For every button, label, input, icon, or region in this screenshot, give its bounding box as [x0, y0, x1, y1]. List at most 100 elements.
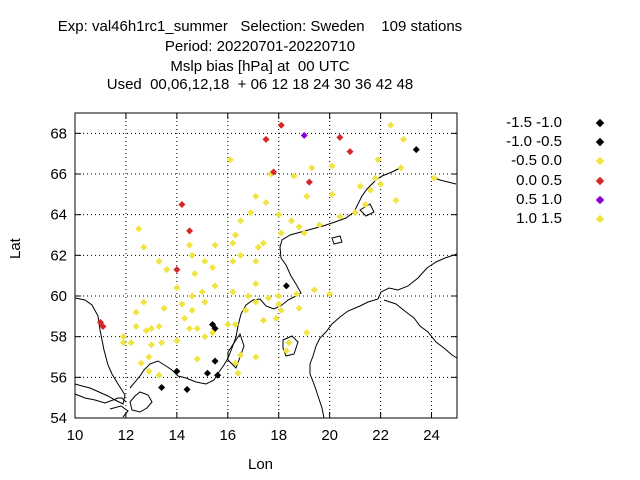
- station-point: [377, 180, 385, 188]
- station-point: [155, 371, 163, 379]
- x-tick-label: 14: [169, 427, 186, 444]
- legend-item: 0.0 0.5: [470, 172, 620, 191]
- station-point: [229, 288, 237, 296]
- station-point: [275, 211, 283, 219]
- station-point: [224, 320, 232, 328]
- station-point: [209, 329, 217, 337]
- station-point: [272, 314, 280, 322]
- legend-item: 0.5 1.0: [470, 191, 620, 210]
- station-point: [361, 201, 369, 208]
- station-point: [99, 323, 107, 330]
- station-point: [372, 174, 380, 182]
- station-point: [140, 298, 148, 306]
- station-point: [183, 386, 191, 394]
- legend-label: -0.5 0.0: [511, 152, 562, 170]
- station-point: [237, 351, 245, 359]
- station-point: [387, 121, 395, 129]
- station-point: [186, 325, 194, 333]
- station-point: [203, 369, 211, 377]
- legend-label: 0.5 1.0: [516, 190, 562, 208]
- station-point: [270, 168, 278, 176]
- station-point: [214, 371, 222, 379]
- station-point: [326, 290, 334, 298]
- axis-ticks: [74, 113, 457, 419]
- station-point: [305, 178, 313, 186]
- station-point: [247, 209, 255, 217]
- station-point: [237, 217, 245, 225]
- station-point: [277, 306, 285, 314]
- station-point: [231, 359, 239, 367]
- station-point: [412, 146, 420, 154]
- station-point: [346, 148, 354, 156]
- station-point: [303, 192, 311, 200]
- station-point: [211, 241, 219, 249]
- x-tick-label: 16: [219, 427, 236, 444]
- station-point: [211, 357, 219, 365]
- station-point: [303, 329, 311, 337]
- station-point: [229, 239, 237, 247]
- station-point: [173, 367, 181, 375]
- station-point: [127, 339, 135, 347]
- station-point: [158, 384, 166, 391]
- chart-title-line-3: Mslp bias [hPa] at 00 UTC: [170, 58, 350, 75]
- station-point: [392, 196, 400, 204]
- station-point: [234, 369, 242, 377]
- station-point: [158, 339, 166, 347]
- station-point: [181, 314, 189, 322]
- station-point: [328, 162, 336, 170]
- legend-item: -1.0 -0.5: [470, 133, 620, 152]
- legend-item: 1.0 1.5: [470, 210, 620, 229]
- x-tick-label: 18: [270, 427, 287, 444]
- station-point: [145, 367, 153, 375]
- station-point: [132, 308, 140, 316]
- legend-marker-icon: [595, 195, 605, 205]
- station-point: [310, 286, 318, 294]
- chart-title-line-4: Used 00,06,12,18 + 06 12 18 24 30 36 42 …: [106, 76, 414, 93]
- station-point: [193, 355, 201, 363]
- station-point: [173, 284, 181, 292]
- station-point: [275, 300, 283, 308]
- station-point: [351, 209, 359, 217]
- station-point: [201, 257, 209, 265]
- legend-marker-icon: [595, 137, 605, 147]
- tick-labels: 10 12 14 16 18 20 22 24 54 56 58 60 62 64 66 68: [50, 125, 440, 444]
- y-tick-label: 68: [50, 125, 67, 142]
- station-point: [186, 227, 194, 235]
- x-tick-label: 12: [118, 427, 135, 444]
- station-point: [265, 294, 273, 302]
- station-point: [188, 251, 196, 259]
- station-point: [356, 182, 364, 190]
- legend-label: 0.0 0.5: [516, 171, 562, 189]
- station-point: [242, 306, 250, 314]
- station-point: [397, 164, 405, 172]
- station-point: [155, 257, 163, 265]
- station-point: [163, 266, 171, 274]
- station-point: [374, 156, 382, 164]
- station-point: [201, 333, 209, 341]
- station-point: [231, 231, 239, 239]
- station-point: [135, 225, 143, 233]
- y-tick-label: 64: [50, 207, 67, 224]
- chart-title-line-2: Period: 20220701-20220710: [164, 38, 356, 55]
- station-point: [293, 290, 301, 298]
- x-tick-label: 20: [321, 427, 338, 444]
- legend-item: -0.5 0.0: [470, 152, 620, 171]
- station-point: [237, 251, 245, 259]
- station-point: [282, 347, 290, 355]
- station-point: [147, 325, 155, 333]
- station-point: [119, 333, 127, 341]
- station-point: [188, 292, 196, 300]
- station-point: [137, 359, 145, 367]
- station-point: [142, 327, 150, 335]
- legend-label: -1.0 -0.5: [506, 133, 562, 151]
- station-point: [290, 172, 298, 180]
- station-point: [277, 229, 285, 237]
- station-point: [328, 190, 336, 198]
- station-point: [259, 239, 267, 247]
- station-point: [336, 213, 344, 221]
- legend-marker-icon: [595, 214, 605, 224]
- y-tick-label: 54: [50, 410, 67, 427]
- station-point: [147, 341, 155, 349]
- legend-marker-icon: [595, 118, 605, 128]
- grid-lines: [75, 113, 457, 418]
